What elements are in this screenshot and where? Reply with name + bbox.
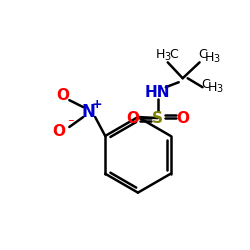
Text: C: C <box>169 48 178 61</box>
Text: 3: 3 <box>165 52 171 62</box>
Text: ⁻: ⁻ <box>67 118 73 130</box>
Text: +: + <box>92 98 102 110</box>
Text: C: C <box>201 78 210 91</box>
Text: N: N <box>81 103 95 121</box>
Text: HN: HN <box>145 85 171 100</box>
Text: 3: 3 <box>214 54 220 64</box>
Text: 3: 3 <box>216 84 222 94</box>
Text: O: O <box>176 110 189 126</box>
Text: H: H <box>208 81 217 94</box>
Text: H: H <box>205 51 214 64</box>
Text: C: C <box>198 48 207 61</box>
Text: O: O <box>56 88 69 103</box>
Text: S: S <box>152 110 163 126</box>
Text: H: H <box>156 48 166 61</box>
Text: O: O <box>126 110 140 126</box>
Text: O: O <box>52 124 65 140</box>
